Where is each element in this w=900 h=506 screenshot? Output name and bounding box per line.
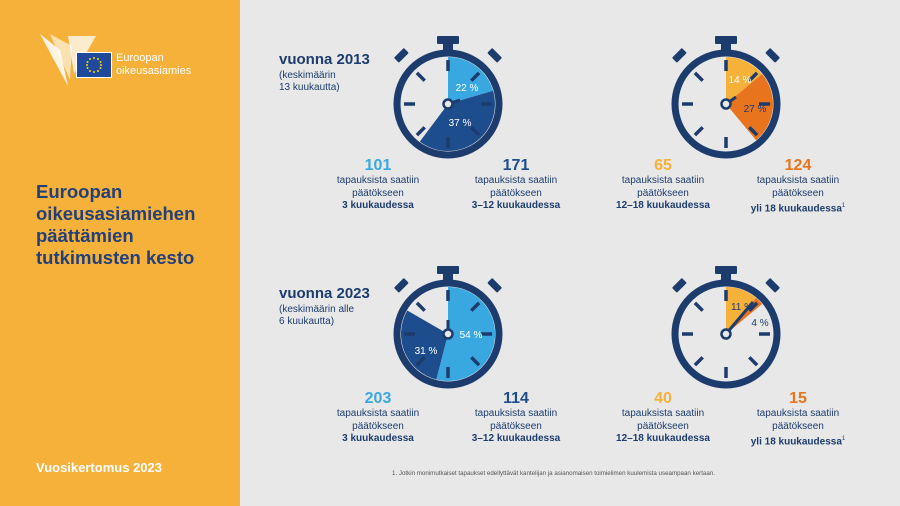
slice-12-18-months: [726, 287, 757, 334]
stat-number: 171: [502, 157, 530, 174]
slice-12-18-months: [726, 57, 763, 104]
clock-center: [720, 98, 732, 110]
stat-2013-under-3: 101 tapauksista saatiin päätökseen 3 kuu…: [313, 157, 443, 213]
stat-line: päätökseen: [490, 187, 542, 199]
stat-line: tapauksista saatiin: [474, 408, 558, 419]
slice-label-3-12: 37 %: [449, 118, 472, 129]
stat-line: päätökseen: [772, 420, 824, 432]
stopwatch-2013-right: 14 % 27 %: [671, 36, 781, 159]
stat-number: 124: [784, 157, 812, 174]
footnote-marker: 1: [841, 436, 846, 442]
stat-line: tapauksista saatiin: [474, 175, 558, 186]
clock-center: [720, 328, 732, 340]
stat-line: tapauksista saatiin: [336, 175, 420, 186]
stat-number: 114: [503, 390, 529, 407]
stat-2023-3-12: 114 tapauksista saatiin päätökseen 3–12 …: [451, 390, 581, 446]
stat-duration: 3 kuukaudessa: [342, 433, 414, 444]
stat-number: 40: [654, 390, 672, 407]
slice-label-12-18: 11 %: [731, 302, 753, 313]
slice-under-3-months: [436, 286, 496, 381]
slice-label-under-3: 54 %: [460, 330, 483, 341]
stat-number: 15: [789, 390, 807, 407]
stat-duration: 3–12 kuukaudessa: [471, 433, 561, 444]
stat-line: tapauksista saatiin: [621, 175, 705, 186]
clock-ticks: [682, 290, 770, 378]
footnote: 1. Jotkin monimutkaiset tapaukset edelly…: [392, 470, 715, 477]
stat-line: tapauksista saatiin: [621, 408, 705, 419]
slice-3-12-months: [419, 90, 495, 151]
slice-label-over-18: 4 %: [751, 318, 768, 329]
clock-ticks: [404, 60, 492, 148]
stopwatch-2013-left: 22 % 37 %: [393, 36, 503, 159]
stat-duration: 3–12 kuukaudessa: [471, 200, 561, 211]
stat-line: päätökseen: [637, 187, 689, 199]
stat-duration-text: yli 18 kuukaudessa: [750, 436, 842, 448]
pie-slices: [419, 57, 495, 151]
clock-hand: [724, 301, 755, 335]
stat-number: 65: [654, 157, 672, 174]
stat-duration-text: yli 18 kuukaudessa: [750, 203, 842, 215]
stat-line: päätökseen: [490, 420, 542, 432]
slice-over-18-months: [726, 74, 774, 141]
stat-duration: yli 18 kuukaudessa1: [733, 200, 863, 216]
slice-under-3-months: [448, 57, 494, 104]
stopwatch-2023-right: 11 % 4 %: [671, 266, 781, 389]
org-name-line2: oikeusasiamies: [116, 65, 192, 77]
stat-line: tapauksista saatiin: [756, 175, 840, 186]
org-name: Euroopan oikeusasiamies: [116, 52, 191, 78]
clock-center: [442, 328, 454, 340]
eu-flag-icon: [76, 52, 112, 78]
stat-2013-12-18: 65 tapauksista saatiin päätökseen 12–18 …: [598, 157, 728, 213]
stat-line: päätökseen: [352, 187, 404, 199]
slice-label-under-3: 22 %: [456, 83, 479, 94]
stat-number: 203: [364, 390, 392, 407]
clock-center: [442, 98, 454, 110]
stat-2023-under-3: 203 tapauksista saatiin päätökseen 3 kuu…: [313, 390, 443, 446]
stat-duration: yli 18 kuukaudessa1: [733, 433, 863, 449]
stat-line: päätökseen: [772, 187, 824, 199]
year-2013-heading: vuonna 2013: [279, 51, 370, 68]
page-title: Euroopan oikeusasiamiehen päättämien tut…: [36, 181, 196, 268]
pie-slices: [401, 286, 496, 381]
stat-2013-3-12: 171 tapauksista saatiin päätökseen 3–12 …: [451, 157, 581, 213]
slice-label-over-18: 27 %: [744, 104, 767, 115]
stat-duration: 3 kuukaudessa: [342, 200, 414, 211]
stat-duration: 12–18 kuukaudessa: [616, 433, 710, 444]
clock-ticks: [404, 290, 492, 378]
year-2023-subtitle: (keskimäärin alle 6 kuukautta): [279, 304, 355, 327]
stat-2023-12-18: 40 tapauksista saatiin päätökseen 12–18 …: [598, 390, 728, 446]
slice-3-12-months: [401, 310, 448, 380]
org-name-line1: Euroopan: [116, 52, 164, 64]
footnote-marker: 1: [841, 203, 846, 209]
stat-duration: 12–18 kuukaudessa: [616, 200, 710, 211]
slice-label-3-12: 31 %: [415, 346, 438, 357]
stat-line: päätökseen: [637, 420, 689, 432]
year-2023-heading: vuonna 2023: [279, 285, 370, 302]
slice-label-12-18: 14 %: [729, 75, 752, 86]
stat-line: tapauksista saatiin: [336, 408, 420, 419]
stat-number: 101: [364, 157, 392, 174]
stat-2023-over-18: 15 tapauksista saatiin päätökseen yli 18…: [733, 390, 863, 449]
annual-report-label: Vuosikertomus 2023: [36, 460, 162, 475]
pie-slices: [726, 57, 774, 141]
clock-ticks: [682, 60, 770, 148]
stat-line: päätökseen: [352, 420, 404, 432]
stat-2013-over-18: 124 tapauksista saatiin päätökseen yli 1…: [733, 157, 863, 216]
sidebar-panel: Euroopan oikeusasiamies Euroopan oikeusa…: [0, 0, 240, 506]
stopwatch-2023-left: 54 % 31 %: [393, 266, 503, 389]
stat-line: tapauksista saatiin: [756, 408, 840, 419]
year-2013-subtitle: (keskimäärin 13 kuukautta): [279, 70, 340, 93]
